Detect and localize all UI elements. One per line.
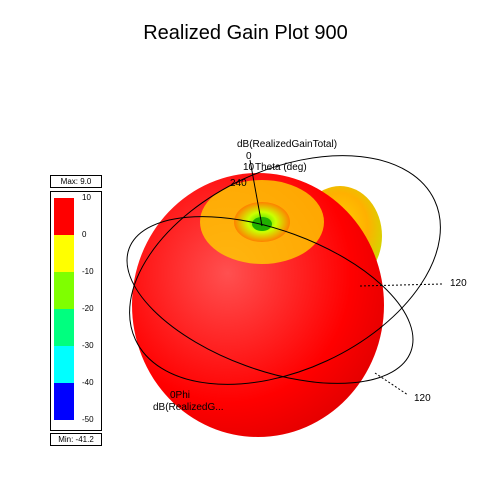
quantity-label-top: dB(RealizedGainTotal) — [237, 139, 337, 150]
legend-swatch — [54, 272, 74, 309]
ten-mark: 10 — [243, 162, 255, 173]
legend-swatch — [54, 309, 74, 346]
phi-label: 0Phi — [170, 390, 190, 401]
chart-title: Realized Gain Plot 900 — [143, 22, 348, 44]
legend-color-bar: 10 0 -10 -20 -30 -40 -50 — [50, 191, 102, 431]
legend-tick-label: -50 — [82, 415, 94, 424]
legend-tick-label: 0 — [82, 230, 87, 239]
legend-tick-label: 10 — [82, 193, 91, 202]
theta-label: Theta (deg) — [255, 162, 307, 173]
zero-mark: 0 — [246, 151, 252, 162]
one-twenty-bottom-mark: 120 — [414, 393, 431, 404]
quantity-label-bottom: dB(RealizedG... — [153, 402, 224, 413]
y-axis-dotted — [374, 372, 409, 396]
x-axis-dotted — [359, 283, 443, 287]
main-lobe — [132, 173, 384, 437]
legend-swatch — [54, 235, 74, 272]
phi-ring — [126, 216, 414, 384]
legend-tick-label: -10 — [82, 267, 94, 276]
color-legend: Max: 9.0 10 0 -10 -20 -30 -40 -50 Min: -41.2 — [50, 175, 102, 447]
one-twenty-right-mark: 120 — [450, 278, 467, 289]
legend-swatch — [54, 346, 74, 383]
legend-swatch — [54, 383, 74, 420]
legend-tick-label: -20 — [82, 304, 94, 313]
legend-max-label: Max: 9.0 — [50, 175, 102, 188]
two-forty-mark: 240 — [230, 178, 247, 189]
legend-swatch — [54, 198, 74, 235]
z-axis — [249, 159, 263, 227]
legend-tick-label: -40 — [82, 378, 94, 387]
legend-min-label: Min: -41.2 — [50, 433, 102, 446]
theta-ring — [129, 155, 441, 385]
legend-tick-label: -30 — [82, 341, 94, 350]
